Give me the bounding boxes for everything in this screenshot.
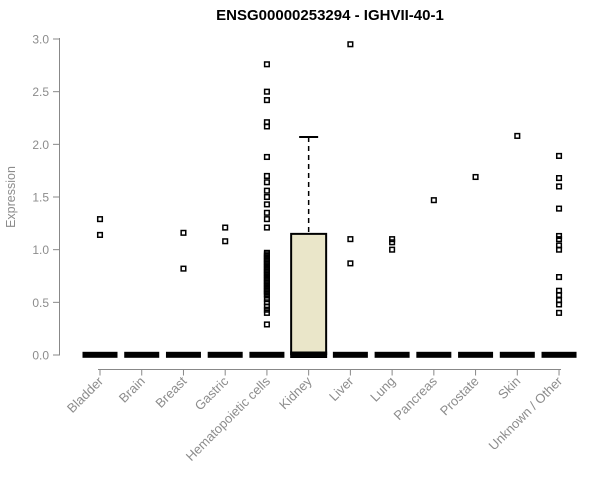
y-tick-label: 0.5 xyxy=(32,296,49,310)
data-point xyxy=(263,88,270,95)
data-point xyxy=(389,236,396,243)
data-point xyxy=(96,216,104,223)
data-point xyxy=(263,224,270,231)
data-point xyxy=(263,123,270,130)
zero-median-bar xyxy=(165,351,201,358)
x-category-label: Brain xyxy=(116,374,148,406)
data-point xyxy=(96,231,104,238)
y-tick-label: 2.0 xyxy=(32,138,49,152)
data-point xyxy=(263,187,270,194)
data-point xyxy=(263,216,270,223)
zero-median-bar xyxy=(249,351,285,358)
data-point xyxy=(263,321,270,328)
data-point xyxy=(263,306,270,313)
x-category-label: Kidney xyxy=(276,373,315,412)
zero-median-bar xyxy=(541,351,577,358)
x-category-label: Bladder xyxy=(64,373,107,416)
data-point xyxy=(347,260,354,267)
box-median-line xyxy=(290,351,328,358)
data-point xyxy=(555,274,563,281)
data-point xyxy=(555,152,563,159)
data-point xyxy=(555,309,563,316)
data-point xyxy=(263,179,270,186)
data-point xyxy=(263,292,270,299)
data-point xyxy=(263,309,270,316)
data-point xyxy=(347,236,354,243)
data-point xyxy=(263,209,270,216)
x-category-label: Pancreas xyxy=(391,373,441,423)
x-category-label: Lung xyxy=(367,374,398,405)
box-body xyxy=(290,232,328,355)
data-point xyxy=(222,224,229,231)
data-point xyxy=(180,229,187,236)
data-point xyxy=(555,301,563,308)
data-point xyxy=(472,173,479,181)
data-point xyxy=(263,303,270,310)
data-point xyxy=(555,236,563,243)
data-point xyxy=(263,201,270,208)
zero-median-bar xyxy=(124,351,160,358)
zero-median-bar xyxy=(416,351,452,358)
data-point xyxy=(555,205,563,212)
x-category-label: Gastric xyxy=(192,373,232,413)
chart-title: ENSG00000253294 - IGHVII-40-1 xyxy=(216,7,444,24)
data-point xyxy=(555,291,563,299)
data-point xyxy=(389,246,396,253)
data-point xyxy=(555,246,563,253)
x-category-label: Liver xyxy=(326,373,357,404)
y-tick-label: 2.5 xyxy=(32,85,49,99)
data-point xyxy=(347,41,354,48)
data-point xyxy=(430,197,437,204)
data-point xyxy=(555,232,563,240)
data-point xyxy=(180,265,187,272)
zero-median-bar xyxy=(82,351,118,358)
data-point xyxy=(555,174,563,182)
x-category-label: Unknown / Other xyxy=(486,373,566,453)
data-point xyxy=(263,193,270,201)
zero-median-bar xyxy=(499,351,535,358)
x-category-label: Prostate xyxy=(437,374,482,419)
zero-median-bar xyxy=(374,351,410,358)
data-point xyxy=(263,172,270,179)
y-tick-label: 0.0 xyxy=(32,349,49,363)
data-point xyxy=(263,61,270,68)
data-point xyxy=(555,183,563,190)
data-point xyxy=(263,97,270,104)
x-category-label: Breast xyxy=(152,373,189,410)
y-axis-label: Expression xyxy=(4,166,18,228)
data-point xyxy=(514,132,521,139)
y-tick-label: 3.0 xyxy=(32,33,49,47)
data-point xyxy=(222,238,229,245)
data-point xyxy=(263,296,270,303)
zero-median-bar xyxy=(458,351,494,358)
y-tick-label: 1.0 xyxy=(32,243,49,257)
x-category-label: Skin xyxy=(495,374,523,402)
data-point xyxy=(263,153,270,161)
y-tick-label: 1.5 xyxy=(32,191,49,205)
data-point xyxy=(389,239,396,246)
zero-median-bar xyxy=(207,351,243,358)
zero-median-bar xyxy=(332,351,368,358)
